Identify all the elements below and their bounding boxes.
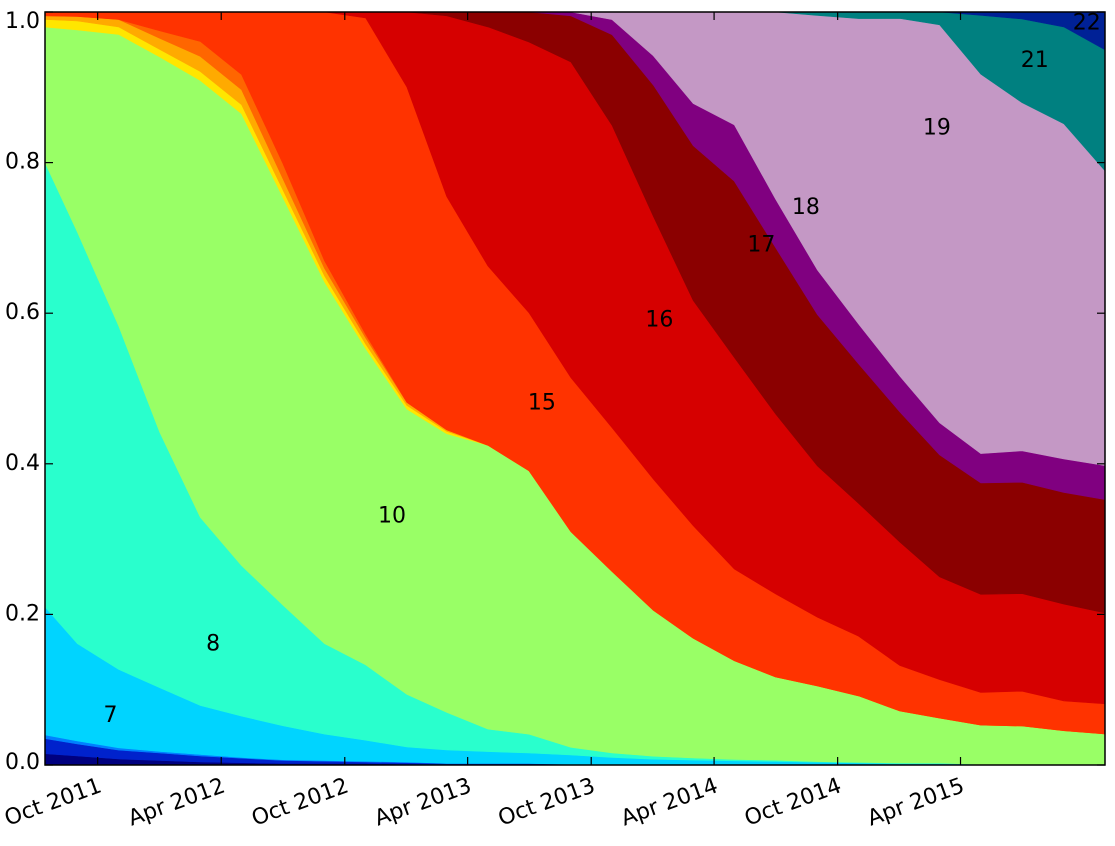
y-tick-label: 1.0 — [5, 9, 40, 34]
x-tick-label: Apr 2015 — [864, 773, 968, 831]
x-tick-label: Oct 2014 — [741, 773, 844, 831]
y-tick-label: 0.6 — [5, 300, 40, 325]
x-tick-label: Apr 2013 — [371, 773, 475, 831]
area-series-16 — [45, 12, 1105, 705]
y-tick-label: 0.0 — [5, 750, 40, 775]
x-tick-label: Oct 2012 — [249, 773, 352, 831]
x-tick-label: Apr 2014 — [618, 773, 722, 831]
area-label-19: 19 — [923, 116, 951, 141]
area-label-21: 21 — [1021, 48, 1049, 73]
area-label-15: 15 — [528, 391, 556, 416]
y-tick-label: 0.4 — [5, 451, 40, 476]
area-layers — [45, 12, 1105, 765]
area-labels: 7 8 10 15 16 17 18 19 21 22 — [103, 10, 1100, 728]
x-tick-label: Apr 2012 — [125, 773, 229, 831]
x-tick-label: Oct 2013 — [495, 773, 598, 831]
area-label-10: 10 — [378, 504, 406, 529]
area-series-17 — [45, 12, 1105, 614]
area-label-22: 22 — [1073, 10, 1101, 35]
area-label-8: 8 — [206, 632, 220, 657]
y-axis: 0.0 0.2 0.4 0.6 0.8 1.0 — [5, 9, 1105, 775]
area-label-18: 18 — [792, 195, 820, 220]
area-series-21 — [45, 12, 1105, 172]
area-series-19 — [45, 12, 1105, 466]
area-label-7: 7 — [103, 703, 117, 728]
y-tick-label: 0.2 — [5, 601, 40, 626]
area-label-17: 17 — [747, 232, 775, 257]
plot-frame — [44, 11, 1106, 766]
area-series-22 — [45, 12, 1105, 51]
x-tick-label: Oct 2011 — [1, 773, 104, 831]
area-label-16: 16 — [645, 308, 673, 333]
y-tick-label: 0.8 — [5, 150, 40, 175]
